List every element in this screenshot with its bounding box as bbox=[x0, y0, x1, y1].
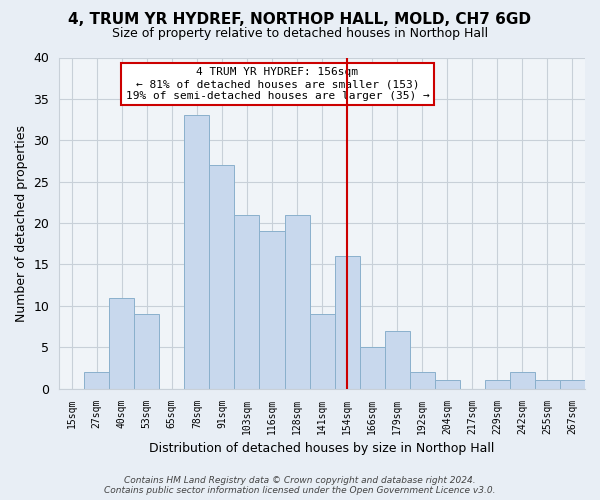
Y-axis label: Number of detached properties: Number of detached properties bbox=[15, 124, 28, 322]
Bar bbox=[335, 256, 359, 388]
Bar bbox=[510, 372, 535, 388]
Bar bbox=[359, 348, 385, 389]
Bar bbox=[84, 372, 109, 388]
Bar bbox=[134, 314, 160, 388]
Bar bbox=[385, 330, 410, 388]
Bar bbox=[184, 116, 209, 388]
Text: Size of property relative to detached houses in Northop Hall: Size of property relative to detached ho… bbox=[112, 28, 488, 40]
Text: Contains HM Land Registry data © Crown copyright and database right 2024.
Contai: Contains HM Land Registry data © Crown c… bbox=[104, 476, 496, 495]
Text: 4, TRUM YR HYDREF, NORTHOP HALL, MOLD, CH7 6GD: 4, TRUM YR HYDREF, NORTHOP HALL, MOLD, C… bbox=[68, 12, 532, 28]
Bar bbox=[235, 215, 259, 388]
Bar bbox=[485, 380, 510, 388]
Bar bbox=[310, 314, 335, 388]
Bar bbox=[535, 380, 560, 388]
Bar bbox=[410, 372, 435, 388]
Text: 4 TRUM YR HYDREF: 156sqm
← 81% of detached houses are smaller (153)
19% of semi-: 4 TRUM YR HYDREF: 156sqm ← 81% of detach… bbox=[125, 68, 429, 100]
Bar bbox=[209, 165, 235, 388]
Bar bbox=[259, 232, 284, 388]
Bar bbox=[284, 215, 310, 388]
Bar bbox=[435, 380, 460, 388]
Bar bbox=[109, 298, 134, 388]
X-axis label: Distribution of detached houses by size in Northop Hall: Distribution of detached houses by size … bbox=[149, 442, 495, 455]
Bar bbox=[560, 380, 585, 388]
